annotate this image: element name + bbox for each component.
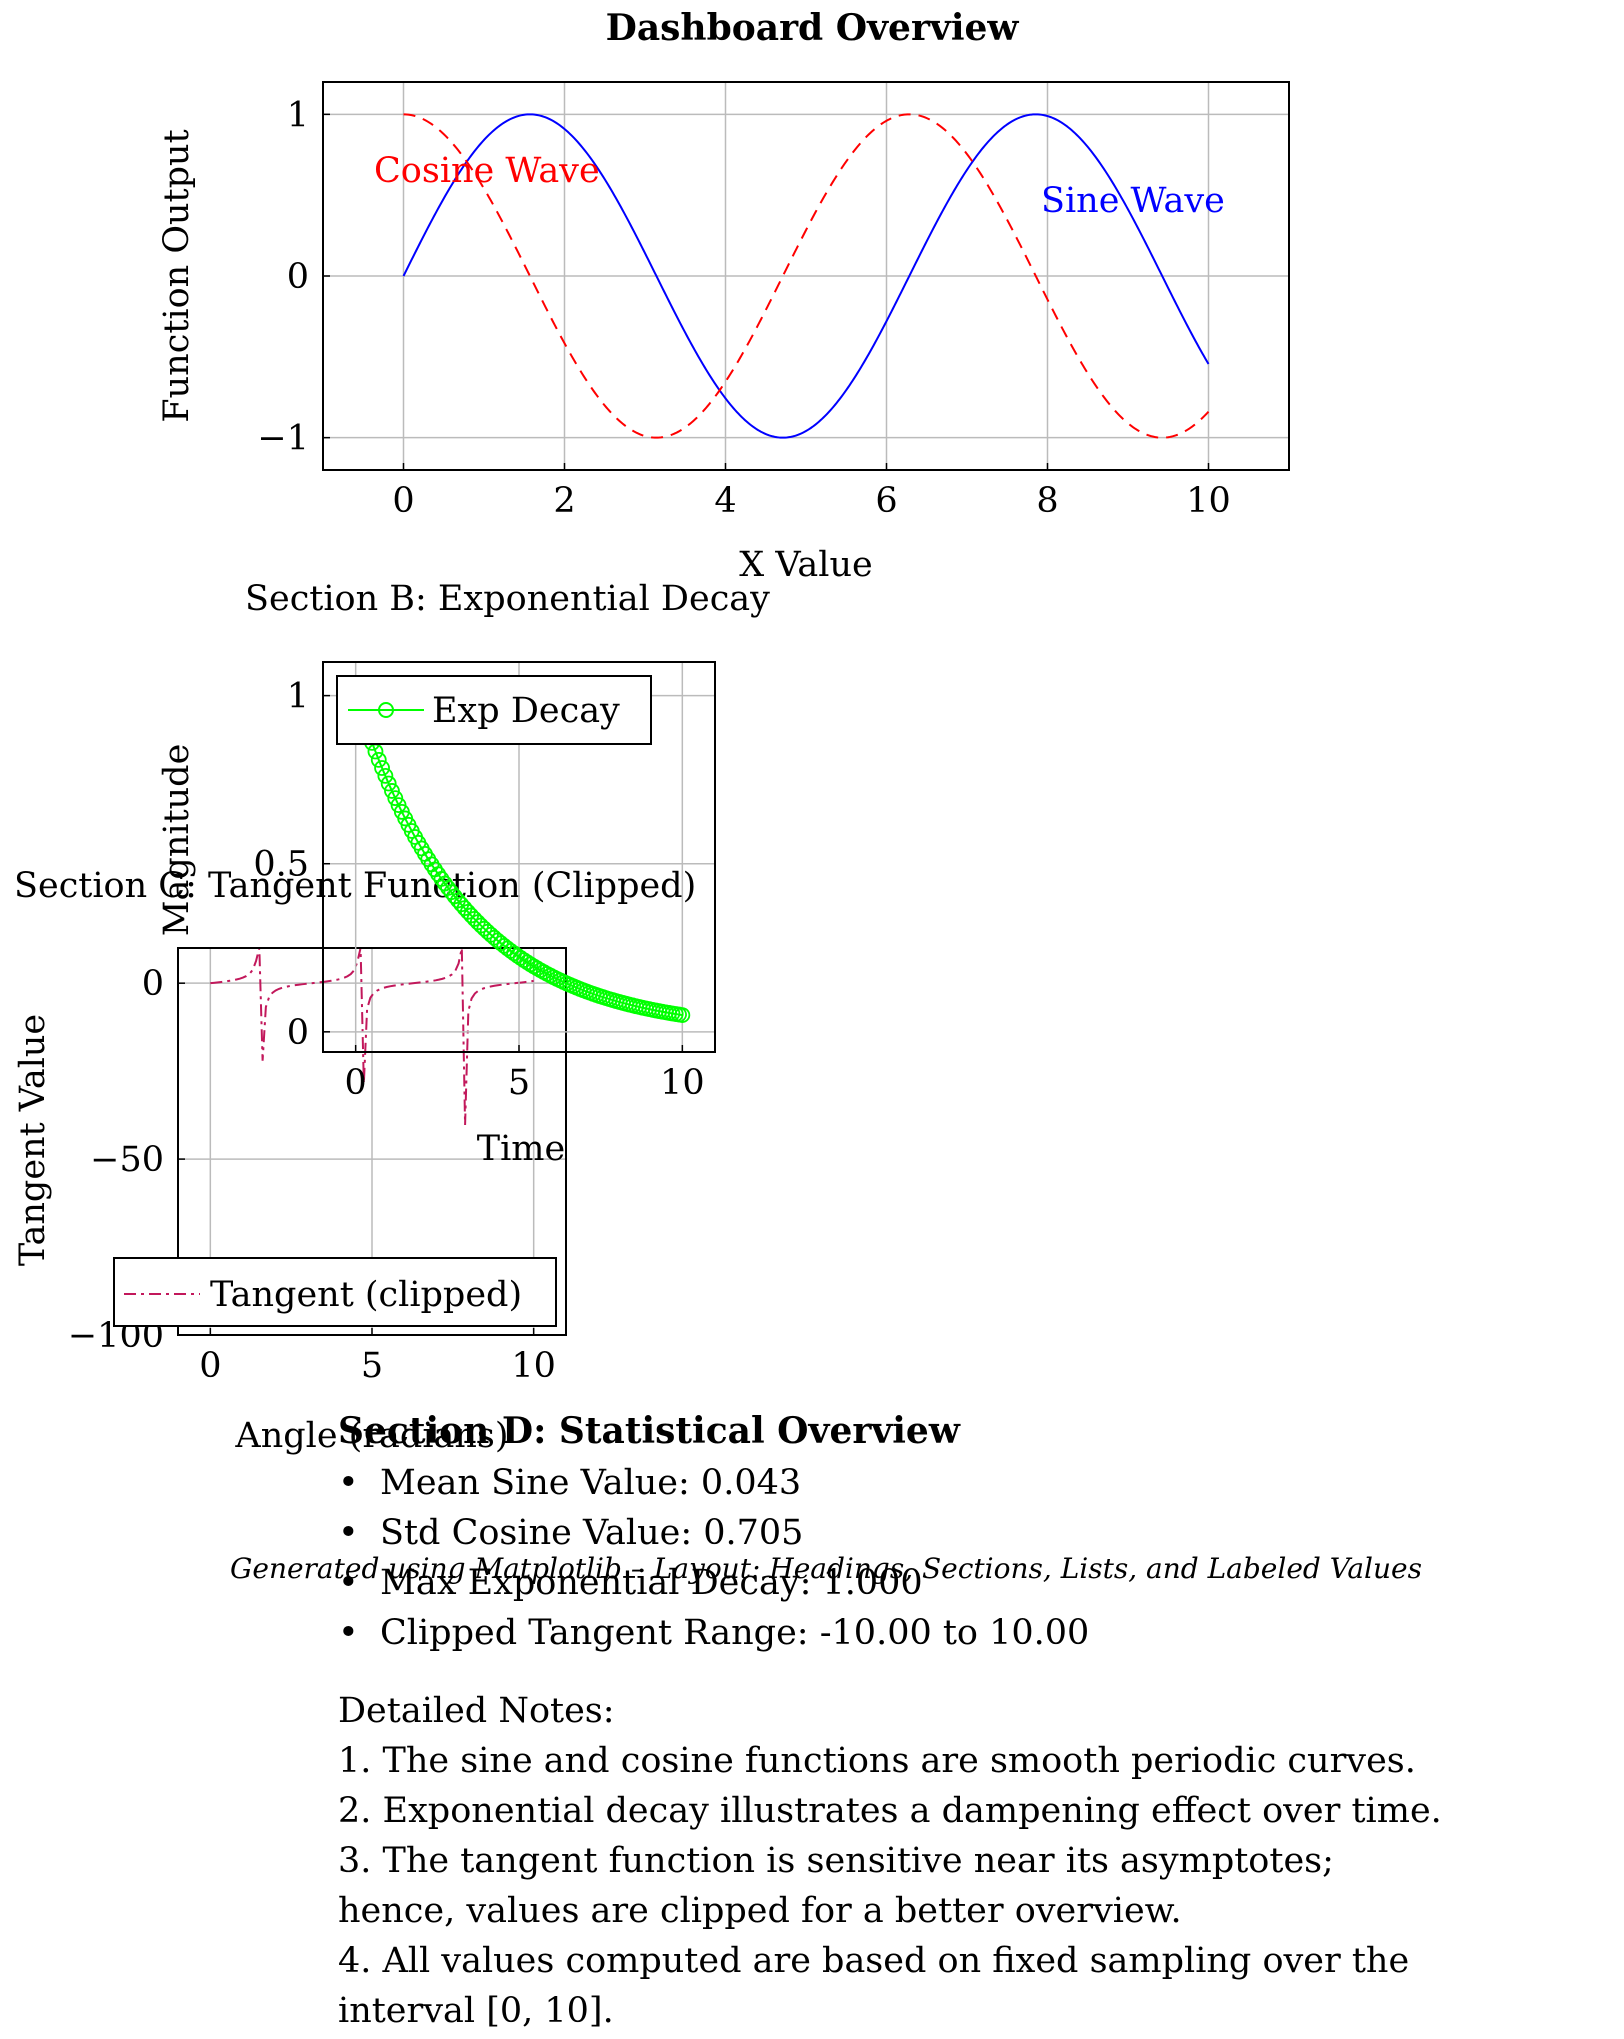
data-point bbox=[377, 767, 394, 784]
stats-item-text: Std Cosine Value: 0.705 bbox=[380, 1513, 804, 1553]
y-tick-label: 0 bbox=[287, 257, 309, 297]
chart-c-legend-label: Tangent (clipped) bbox=[210, 1275, 522, 1315]
chart-b-legend: Exp Decay bbox=[336, 675, 652, 745]
bullet-icon: • bbox=[338, 1563, 359, 1603]
bullet-icon: • bbox=[338, 1613, 359, 1653]
chart-a-ticks: 0 2 4 6 8 10 −1 0 1 bbox=[257, 95, 1230, 521]
y-tick-label: 0.5 bbox=[253, 845, 309, 885]
chart-b-ticks: 0 5 10 0 0.5 1 bbox=[253, 677, 704, 1103]
x-tick-label: 0 bbox=[392, 481, 414, 521]
series-line-cosine-wave bbox=[403, 113, 1210, 439]
notes-line: 4. All values computed are based on fixe… bbox=[338, 1941, 1410, 1981]
y-tick-label: 1 bbox=[287, 95, 309, 135]
data-point bbox=[370, 751, 387, 768]
chart-c-y-label: Tangent Value bbox=[13, 1014, 53, 1266]
data-point bbox=[674, 1007, 691, 1023]
chart-b-series bbox=[347, 687, 691, 1023]
chart-a-annotation-cosine: Cosine Wave bbox=[374, 151, 600, 191]
data-point bbox=[374, 760, 390, 776]
notes-heading: Detailed Notes: bbox=[338, 1691, 615, 1731]
notes-line: interval [0, 10]. bbox=[338, 1991, 614, 2031]
chart-a-y-label: Function Output bbox=[157, 129, 197, 422]
x-tick-label: 10 bbox=[660, 1063, 705, 1103]
y-tick-label: 1 bbox=[287, 677, 309, 717]
notes-section: Detailed Notes: 1. The sine and cosine f… bbox=[338, 1686, 1598, 2036]
chart-a-grid bbox=[323, 82, 1289, 470]
chart-c-legend: Tangent (clipped) bbox=[113, 1257, 557, 1327]
stats-heading: Section D: Statistical Overview bbox=[338, 1410, 960, 1452]
series-line-exp-decay bbox=[354, 695, 683, 1017]
stats-item: • Max Exponential Decay: 1.000 bbox=[338, 1558, 1538, 1608]
y-tick-label: −1 bbox=[257, 419, 309, 459]
chart-a-x-label: X Value bbox=[739, 545, 872, 585]
data-point bbox=[384, 783, 400, 799]
x-tick-label: 8 bbox=[1036, 481, 1058, 521]
series-line-tangent bbox=[210, 948, 534, 1126]
x-tick-label: 6 bbox=[875, 481, 897, 521]
chart-a-series bbox=[402, 113, 1210, 439]
notes-line: 1. The sine and cosine functions are smo… bbox=[338, 1741, 1416, 1781]
data-point bbox=[380, 775, 397, 792]
stats-section: Section D: Statistical Overview • Mean Si… bbox=[338, 1408, 1538, 1658]
x-tick-label: 0 bbox=[345, 1063, 367, 1103]
stats-item-text: Max Exponential Decay: 1.000 bbox=[380, 1563, 923, 1603]
dashboard-title: Dashboard Overview bbox=[606, 7, 1020, 49]
y-tick-label: −50 bbox=[90, 1140, 164, 1180]
stats-item: • Mean Sine Value: 0.043 bbox=[338, 1458, 1538, 1508]
notes-line: hence, values are clipped for a better o… bbox=[338, 1891, 1182, 1931]
bullet-icon: • bbox=[338, 1463, 359, 1503]
x-tick-label: 4 bbox=[714, 481, 736, 521]
stats-item: • Clipped Tangent Range: -10.00 to 10.00 bbox=[338, 1608, 1538, 1658]
x-tick-label: 10 bbox=[511, 1346, 556, 1386]
notes-line: 2. Exponential decay illustrates a dampe… bbox=[338, 1791, 1442, 1831]
bullet-icon: • bbox=[338, 1513, 359, 1553]
chart-c-series bbox=[210, 948, 534, 1126]
chart-b-y-label: Magnitude bbox=[157, 744, 197, 937]
stats-item-text: Mean Sine Value: 0.043 bbox=[380, 1463, 802, 1503]
x-tick-label: 5 bbox=[361, 1346, 383, 1386]
footer-caption: Generated using Matplotlib – Layout: Hea… bbox=[230, 1552, 1422, 1585]
chart-c-x-label: Angle (radians) bbox=[234, 1416, 508, 1456]
stats-item-text: Clipped Tangent Range: -10.00 to 10.00 bbox=[380, 1613, 1090, 1653]
chart-b: Section B: Exponential Decay 0 5 10 0 0.5 1 T… bbox=[157, 579, 770, 1169]
x-tick-label: 10 bbox=[1186, 481, 1231, 521]
chart-b-legend-marker bbox=[378, 702, 394, 718]
y-tick-label: 0 bbox=[287, 1013, 309, 1053]
chart-b-x-label: Time bbox=[477, 1129, 565, 1169]
stats-list: • Mean Sine Value: 0.043 • Std Cosine Valu… bbox=[338, 1458, 1538, 1658]
x-tick-label: 0 bbox=[199, 1346, 221, 1386]
notes-line: 3. The tangent function is sensitive nea… bbox=[338, 1841, 1334, 1881]
series-line-sine-wave bbox=[402, 113, 1210, 439]
chart-b-title: Section B: Exponential Decay bbox=[245, 579, 770, 619]
chart-b-legend-label: Exp Decay bbox=[432, 691, 620, 731]
chart-c-legend-box bbox=[113, 1257, 557, 1327]
chart-a: 0 2 4 6 8 10 −1 0 1 Cosine Wave Sine Wave X Valu… bbox=[157, 81, 1290, 585]
stats-item: • Std Cosine Value: 0.705 bbox=[338, 1508, 1538, 1558]
chart-a-annotation-sine: Sine Wave bbox=[1041, 181, 1225, 221]
chart-c-ticks: 0 5 10−100−500 bbox=[68, 964, 556, 1386]
x-tick-label: 2 bbox=[553, 481, 575, 521]
y-tick-label: 0 bbox=[142, 964, 164, 1004]
x-tick-label: 5 bbox=[508, 1063, 530, 1103]
